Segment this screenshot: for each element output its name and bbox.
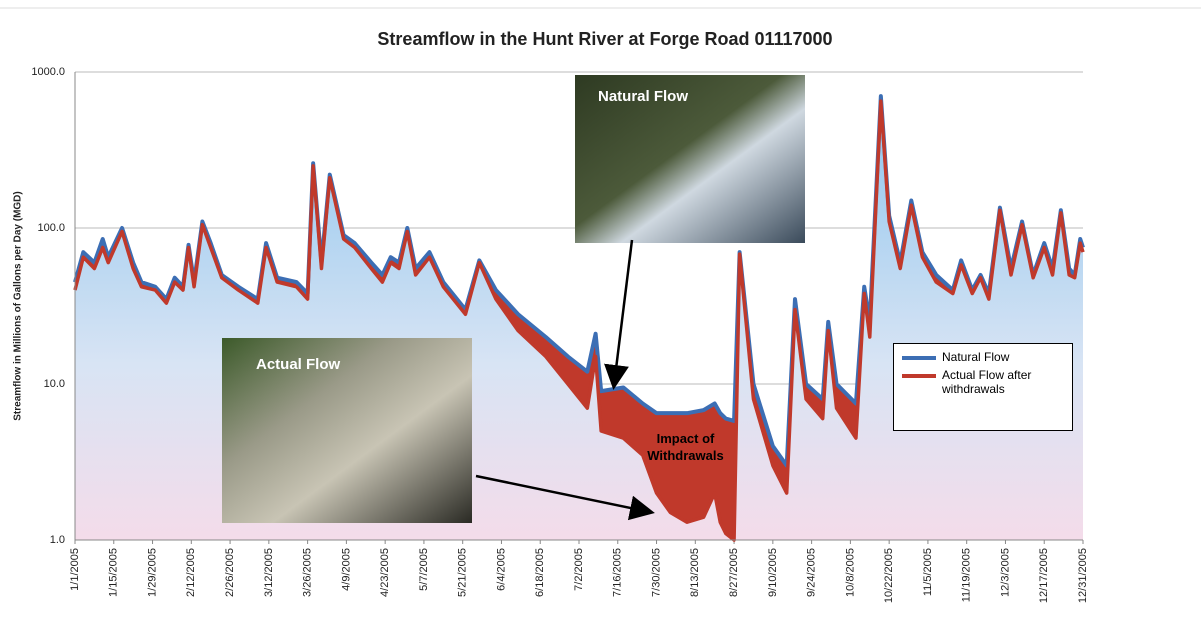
x-tick-label: 3/12/2005 xyxy=(263,548,275,597)
x-tick-label: 4/23/2005 xyxy=(379,548,391,597)
overlay: Natural Flow Actual Flow xyxy=(222,75,805,523)
x-tick-label: 5/7/2005 xyxy=(418,548,430,591)
x-tick-label: 7/16/2005 xyxy=(612,548,624,597)
x-tick-label: 1/29/2005 xyxy=(146,548,158,597)
y-tick-label: 1.0 xyxy=(50,534,65,546)
y-tick-label: 1000.0 xyxy=(31,66,65,78)
legend-item: Natural Flow xyxy=(902,350,1064,364)
photo xyxy=(575,75,805,243)
x-tick-label: 9/10/2005 xyxy=(767,548,779,597)
legend-swatch xyxy=(902,356,936,360)
x-tick-label: 7/30/2005 xyxy=(650,548,662,597)
x-tick-label: 11/5/2005 xyxy=(922,548,934,596)
x-tick-label: 2/12/2005 xyxy=(185,548,197,597)
y-tick-label: 100.0 xyxy=(37,222,65,234)
x-tick-label: 10/8/2005 xyxy=(844,548,856,597)
x-tick-label: 8/13/2005 xyxy=(689,548,701,597)
legend-label: Natural Flow xyxy=(942,350,1010,364)
arrow xyxy=(604,239,634,390)
x-tick-label: 5/21/2005 xyxy=(457,548,469,597)
x-tick-label: 6/4/2005 xyxy=(495,548,507,591)
line xyxy=(73,99,1085,542)
legend-item: Actual Flow after withdrawals xyxy=(902,368,1064,396)
x-tick-label: 8/27/2005 xyxy=(728,548,740,597)
legend-swatch xyxy=(902,374,936,378)
x-tick-label: 12/31/2005 xyxy=(1077,548,1089,603)
x-tick-label: 4/9/2005 xyxy=(340,548,352,591)
x-tick-label: 12/17/2005 xyxy=(1038,548,1050,603)
y-tick-label: 10.0 xyxy=(44,378,65,390)
photo xyxy=(222,338,472,523)
y-axis-label: Streamflow in Millions of Gallons per Da… xyxy=(13,191,24,420)
annotation: Actual Flow xyxy=(256,356,341,373)
arrow xyxy=(475,474,655,521)
annotation: Impact of Withdrawals xyxy=(647,431,724,463)
x-tick-label: 10/22/2005 xyxy=(883,548,895,603)
chart-title: Streamflow in the Hunt River at Forge Ro… xyxy=(377,29,832,49)
annotation: Natural Flow xyxy=(598,88,688,105)
x-tick-label: 1/1/2005 xyxy=(69,548,81,591)
x-tick-label: 3/26/2005 xyxy=(302,548,314,597)
x-tick-label: 11/19/2005 xyxy=(961,548,973,602)
x-tick-label: 1/15/2005 xyxy=(108,548,120,597)
x-tick-label: 7/2/2005 xyxy=(573,548,585,591)
legend: Natural Flow Actual Flow after withdrawa… xyxy=(893,343,1073,431)
legend-label: Actual Flow after withdrawals xyxy=(942,368,1032,396)
x-tick-label: 12/3/2005 xyxy=(999,548,1011,597)
x-tick-label: 2/26/2005 xyxy=(224,548,236,597)
plot-area: 1.0 10.0 100.0 1000.0 1/1/2005 1/15/2005 1/29/… xyxy=(31,66,1089,603)
x-tick-label: 6/18/2005 xyxy=(534,548,546,597)
x-tick-label: 9/24/2005 xyxy=(806,548,818,597)
